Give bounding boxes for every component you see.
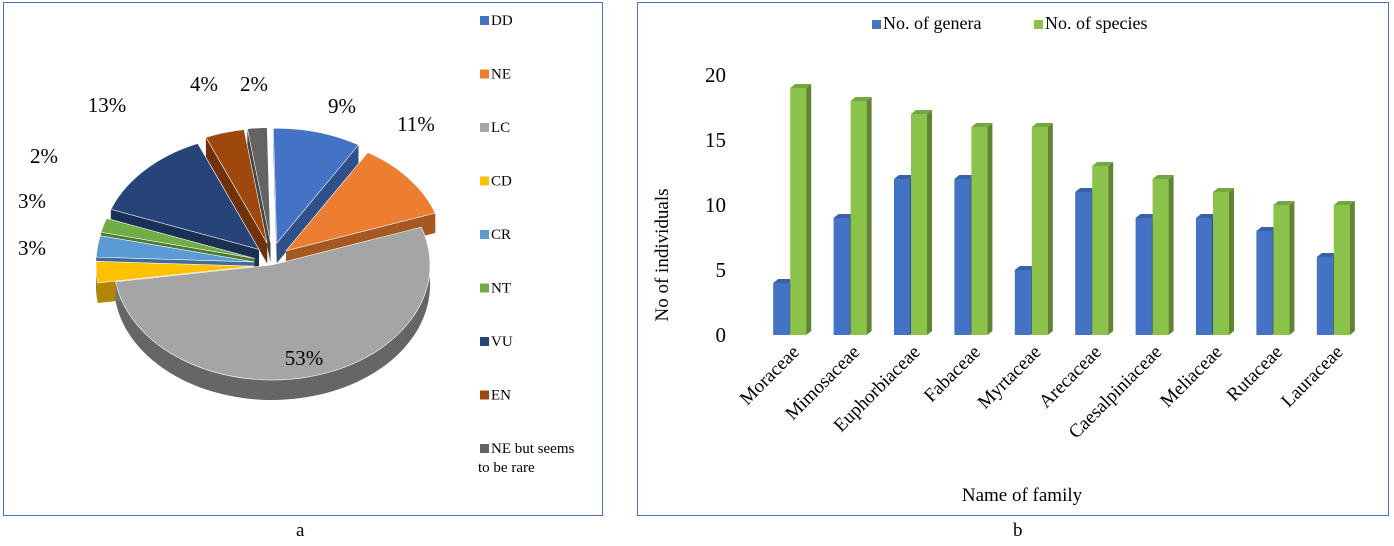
legend-swatch (872, 20, 881, 29)
bar-chart: 05101520MoraceaeMimosaceaeEuphorbiaceaeF… (652, 13, 1355, 506)
y-tick-label: 20 (705, 63, 726, 87)
bar-no-of-species-arecaceae (1092, 162, 1114, 335)
legend-item-cr: CR (480, 227, 511, 243)
y-tick-label: 5 (716, 258, 727, 282)
pie-value-label: 9% (328, 94, 356, 118)
legend-label: NE but seems (491, 441, 574, 457)
legend-swatch (480, 390, 489, 400)
legend-label: EN (491, 388, 511, 404)
bar-no-of-species-caesalpiniaceae (1152, 175, 1174, 335)
pie-value-label: 13% (88, 93, 127, 117)
pie-slice-lc (115, 226, 431, 400)
bar-no-of-species-lauraceae (1333, 201, 1355, 335)
bar-no-of-species-myrtaceae (1031, 123, 1053, 335)
x-tick-label-myrtaceae: Myrtaceae (974, 342, 1046, 414)
legend-label: NE (491, 67, 511, 83)
legend-swatch (480, 283, 489, 293)
legend-item-no-of-species: No. of species (1034, 13, 1147, 33)
caption-b: b (1013, 520, 1023, 541)
bar-no-of-species-fabaceae (971, 123, 993, 335)
pie-chart-panel: 9% 11% 53% 3% 3% 2% 13% 4% 2% DD NE LC CD CR NT VU EN NE … (3, 2, 603, 516)
pie-value-label: 3% (18, 189, 46, 213)
y-tick-label: 10 (705, 193, 726, 217)
y-tick-label: 15 (705, 128, 726, 152)
legend-swatch (480, 123, 489, 132)
legend-swatch (480, 69, 489, 79)
pie-value-label: 53% (285, 346, 324, 370)
legend-swatch (480, 176, 489, 186)
bar-no-of-species-rutaceae (1273, 201, 1295, 335)
y-tick-label: 0 (716, 323, 727, 347)
pie-value-label: 11% (397, 112, 435, 136)
legend-label: CD (491, 174, 512, 190)
legend-label: No. of genera (883, 13, 981, 33)
pie-chart: 9% 11% 53% 3% 3% 2% 13% 4% 2% DD NE LC CD CR NT VU EN NE … (18, 13, 574, 476)
legend-item-ne: NE (480, 67, 511, 83)
pie-value-label: 2% (240, 72, 268, 96)
legend-swatch (480, 230, 489, 239)
legend-item-ne-but-seems-to-be-rare: NE but seems to be rare (478, 441, 574, 476)
legend-item-cd: CD (480, 174, 512, 190)
legend-label-continued: to be rare (478, 460, 535, 476)
caption-a: a (296, 520, 305, 541)
pie-value-label: 3% (18, 236, 46, 260)
x-tick-label-meliaceae: Meliaceae (1156, 342, 1226, 412)
pie-slice-ne-but-seems-to-be-rare (247, 127, 271, 263)
legend-item-en: EN (480, 388, 511, 404)
y-axis-label: No of individuals (652, 189, 673, 322)
legend-label: VU (491, 334, 513, 350)
legend-item-no-of-genera: No. of genera (872, 13, 981, 33)
legend-item-dd: DD (480, 13, 513, 29)
legend-label: LC (491, 120, 510, 136)
legend-item-lc: LC (480, 120, 510, 136)
legend-swatch (480, 16, 489, 25)
bar-no-of-species-euphorbiaceae (911, 110, 932, 335)
legend-label: NT (491, 281, 511, 297)
legend-swatch (480, 337, 489, 346)
legend-label: CR (491, 227, 511, 243)
bar-no-of-species-meliaceae (1213, 188, 1234, 335)
legend-swatch (480, 444, 489, 453)
legend-label: DD (491, 13, 513, 29)
bar-chart-panel: 0 5 10 15 20 Moraceae Mimosaceae Euphorbiaceae F… (637, 2, 1389, 516)
legend-item-vu: VU (480, 334, 513, 350)
pie-slice-en (205, 129, 268, 264)
legend-item-nt: NT (480, 281, 511, 297)
pie-value-label: 4% (190, 72, 218, 96)
bar-no-of-species-mimosaceae (850, 97, 872, 335)
pie-slice-dd (273, 127, 359, 264)
x-axis-label: Name of family (962, 485, 1083, 506)
pie-value-label: 2% (30, 144, 58, 168)
legend-label: No. of species (1045, 13, 1147, 33)
x-tick-label-lauraceae: Lauraceae (1277, 342, 1347, 412)
bar-no-of-species-moraceae (790, 84, 812, 335)
legend-swatch (1034, 20, 1043, 29)
